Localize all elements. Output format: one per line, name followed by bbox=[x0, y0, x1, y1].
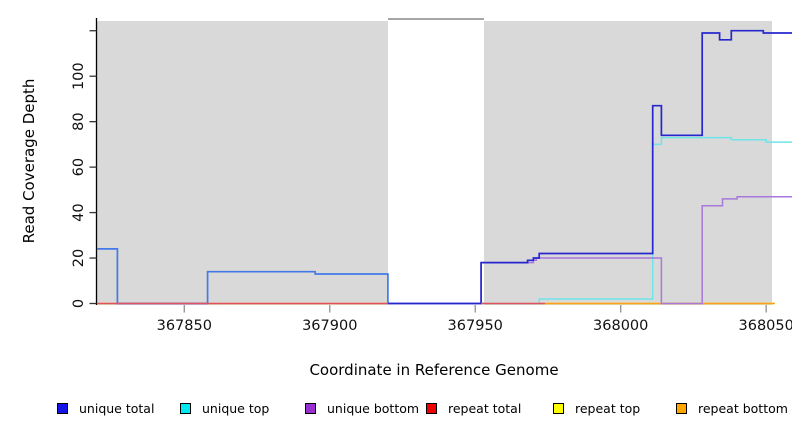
legend-swatch-unique-bottom bbox=[305, 402, 316, 414]
legend-label-repeat-total: repeat total bbox=[448, 400, 522, 416]
y-tick-label: 0 bbox=[71, 299, 87, 308]
series-unique-total-line bbox=[387, 29, 792, 305]
x-tick-label: 368000 bbox=[593, 318, 648, 334]
legend-item-unique-bottom: unique bottom bbox=[305, 398, 419, 418]
legend-label-unique-top: unique top bbox=[202, 400, 270, 416]
x-tick-label: 367850 bbox=[157, 318, 212, 334]
series-unique-top-line bbox=[481, 136, 792, 305]
x-tick-label: 367900 bbox=[302, 318, 357, 334]
legend-item-unique-top: unique top bbox=[180, 398, 269, 418]
x-axis-title: Coordinate in Reference Genome bbox=[309, 361, 559, 379]
legend-item-repeat-top: repeat top bbox=[553, 398, 640, 418]
legend-item-repeat-total: repeat total bbox=[426, 398, 521, 418]
y-tick-label: 80 bbox=[71, 112, 87, 130]
x-tick-label: 367950 bbox=[448, 318, 503, 334]
mask-band bbox=[387, 18, 484, 305]
legend-swatch-unique-top bbox=[180, 402, 191, 414]
x-tick-label: 368050 bbox=[739, 318, 792, 334]
legend-swatch-unique-total bbox=[57, 402, 68, 414]
legend-label-unique-total: unique total bbox=[79, 400, 155, 416]
legend-swatch-repeat-total bbox=[426, 402, 437, 414]
legend-label-unique-bottom: unique bottom bbox=[327, 400, 420, 416]
legend-item-unique-total: unique total bbox=[57, 398, 154, 418]
series-unique-total-line bbox=[97, 248, 389, 305]
legend-swatch-repeat-bottom bbox=[676, 402, 687, 414]
legend: unique total unique top unique bottom repea… bbox=[0, 398, 792, 422]
legend-item-repeat-bottom: repeat bottom bbox=[676, 398, 788, 418]
y-tick-label: 20 bbox=[71, 249, 87, 267]
legend-swatch-repeat-top bbox=[553, 402, 564, 414]
y-tick-label: 40 bbox=[71, 203, 87, 221]
y-tick-label: 100 bbox=[71, 62, 87, 90]
y-axis-title: Read Coverage Depth bbox=[20, 78, 38, 244]
legend-label-repeat-top: repeat top bbox=[575, 400, 641, 416]
legend-label-repeat-bottom: repeat bottom bbox=[698, 400, 788, 416]
y-tick-label: 60 bbox=[71, 158, 87, 176]
